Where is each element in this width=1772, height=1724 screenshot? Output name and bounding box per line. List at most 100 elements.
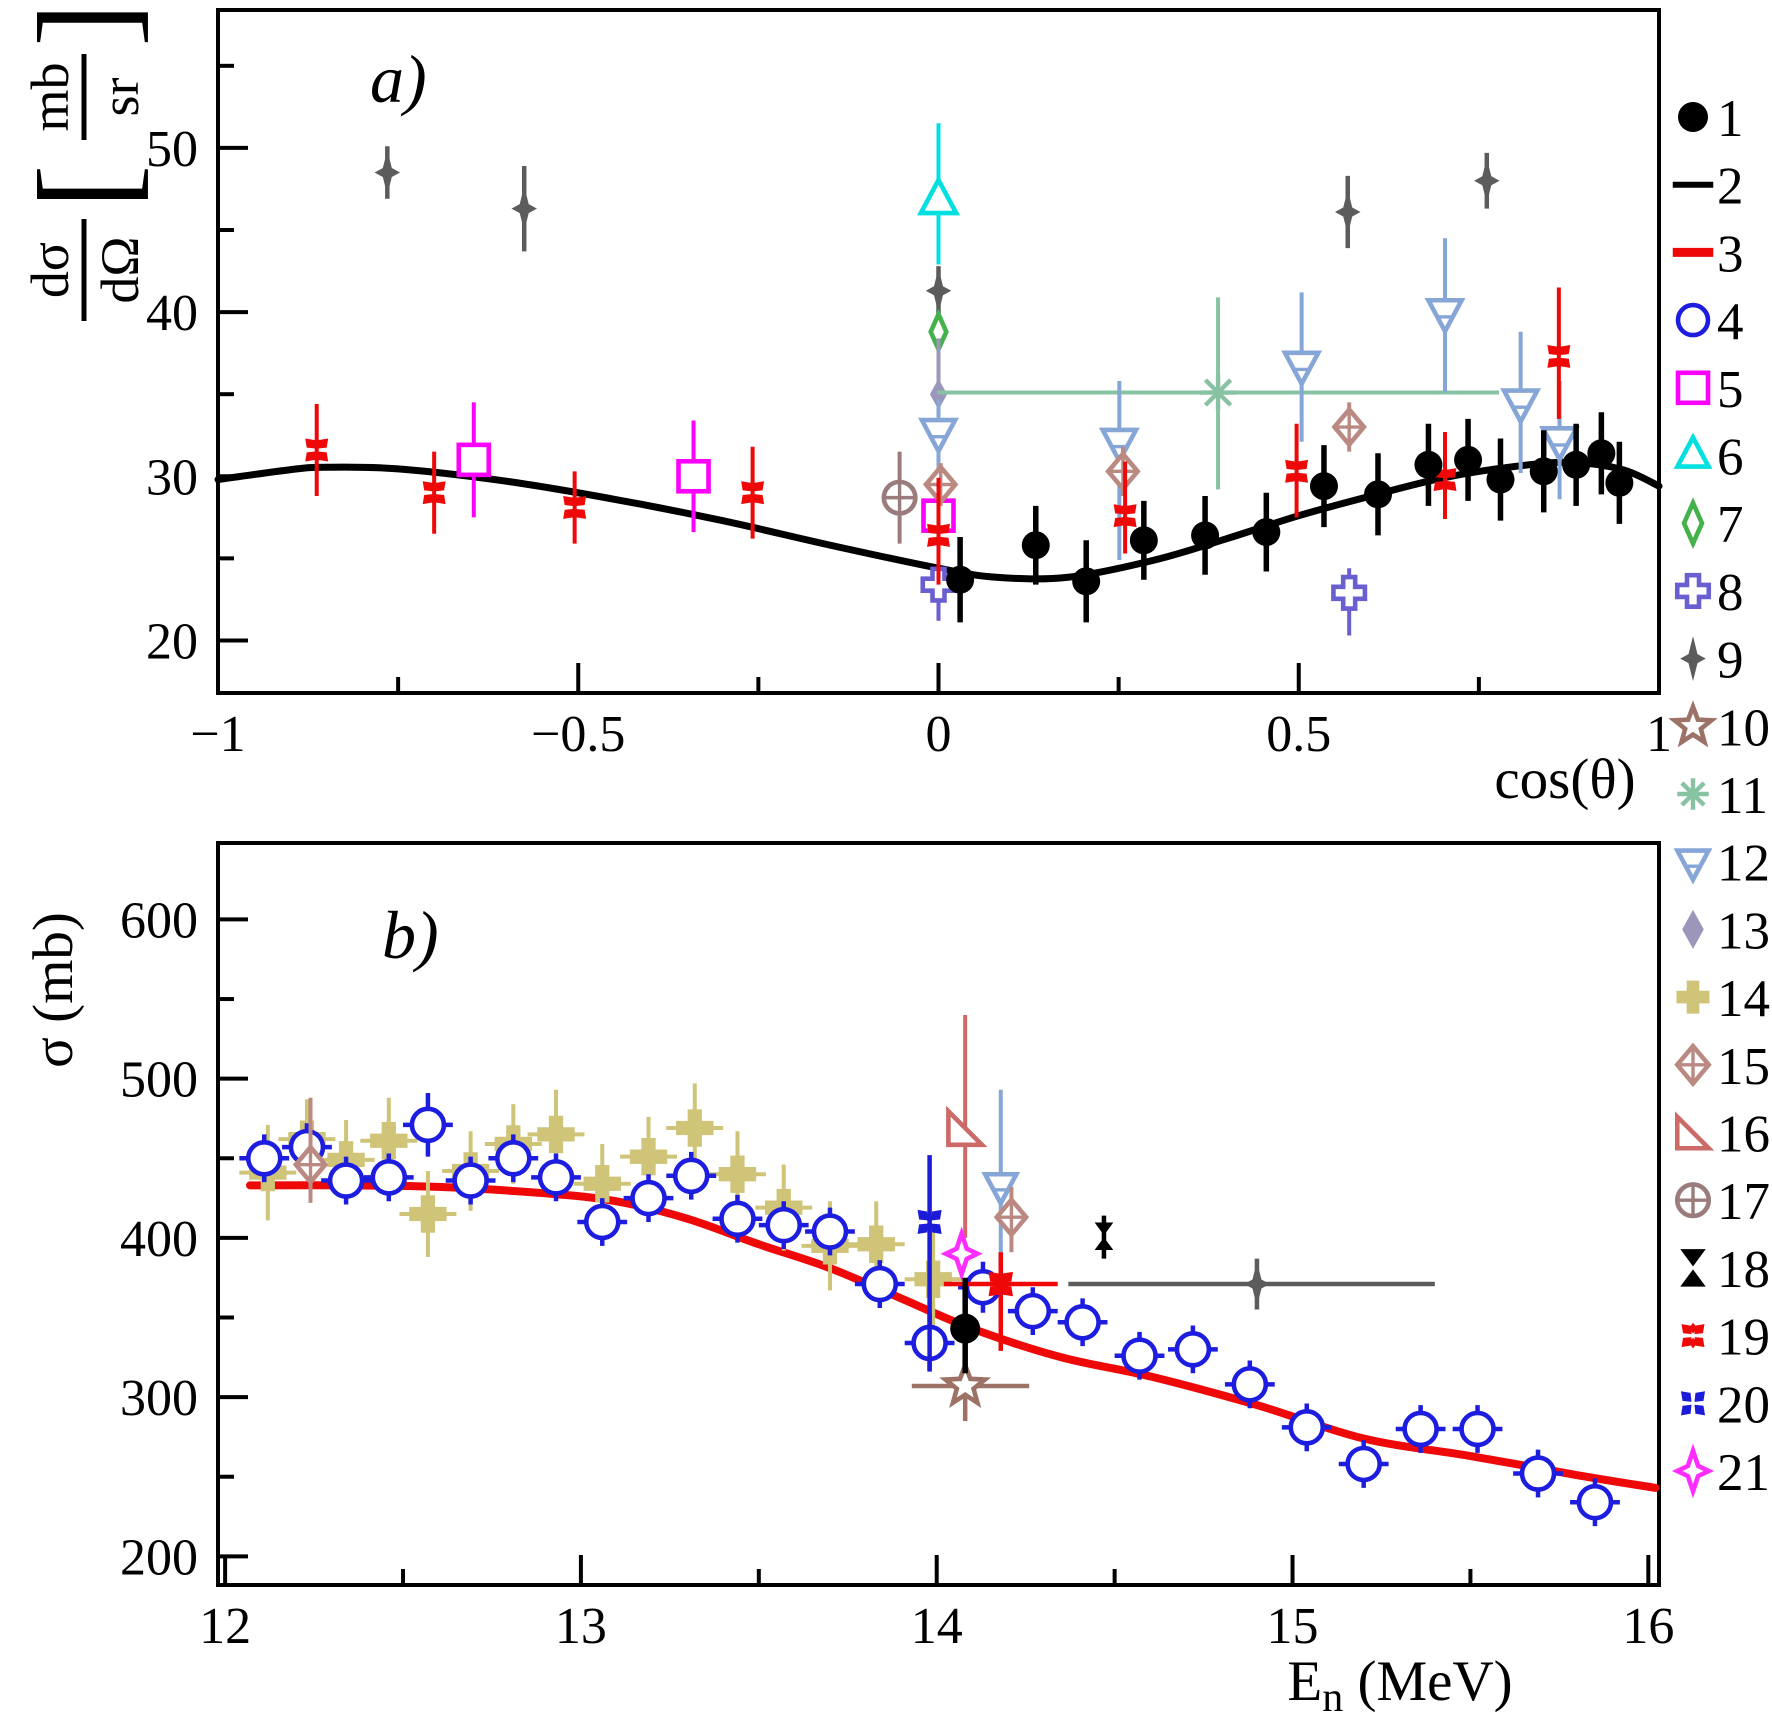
legend-marker-icon — [1673, 848, 1713, 885]
legend-entry-label: 16 — [1717, 1106, 1770, 1164]
marker-diamond-cross-open — [292, 1143, 329, 1186]
marker-triangles-ud-filled — [1094, 1222, 1114, 1251]
legend-marker-icon — [1671, 1443, 1715, 1499]
legend-marker-icon — [1676, 980, 1710, 1014]
legend-entry-7: 7 — [1681, 496, 1744, 554]
panel-a-axes: −1 −0.5 0 0.5 1 20 30 40 50 — [146, 8, 1672, 763]
marker-circle-filled — [950, 1313, 981, 1344]
marker-circle-open — [409, 1106, 447, 1144]
legend-entry-label: 1 — [1717, 90, 1744, 148]
series-20 — [917, 1155, 942, 1371]
marker-square-open — [676, 458, 711, 494]
panel-b-letter: b) — [382, 897, 439, 973]
y-tick-label: 500 — [120, 1052, 198, 1109]
marker-triangle-up-open — [916, 175, 961, 216]
series-15 — [292, 1097, 1030, 1253]
x-tick-label: −0.5 — [531, 706, 625, 763]
bracket-close: ] — [11, 2, 159, 47]
y-tick-label: 30 — [146, 449, 198, 506]
marker-circle-open — [1064, 1303, 1101, 1341]
legend-entry-16: 16 — [1674, 1106, 1770, 1164]
y-axis-label-sigma-mb: σ (mb) — [22, 912, 85, 1068]
marker-asterisk8 — [1200, 374, 1236, 411]
marker-circle-open — [719, 1200, 756, 1238]
marker-triangle-down-open — [1424, 297, 1466, 337]
x-tick-label: 12 — [199, 1598, 251, 1655]
legend-entry-label: 17 — [1717, 1173, 1770, 1231]
legend-entry-21: 21 — [1671, 1443, 1770, 1502]
x-axis-label-en-mev: En (MeV) — [1287, 1650, 1512, 1719]
legend-entry-label: 5 — [1717, 361, 1744, 419]
marker-circle-filled — [1191, 521, 1220, 550]
legend-marker-icon — [1680, 636, 1706, 682]
legend-marker-icon — [1681, 1322, 1705, 1349]
marker-circle-open — [1121, 1337, 1158, 1375]
marker-circle-open — [811, 1213, 849, 1250]
marker-asterisk-kite — [1285, 458, 1309, 485]
marker-circle-open — [452, 1162, 489, 1199]
marker-plus-fat — [370, 1122, 408, 1160]
panel-b-axes: 12 13 14 15 16 200 300 400 500 600 — [120, 841, 1674, 1655]
marker-circle-open — [1402, 1410, 1439, 1448]
legend-entry-label: 9 — [1717, 632, 1744, 690]
marker-plus-fat — [857, 1225, 895, 1263]
marker-square-open — [456, 442, 492, 478]
fit-curve-3 — [246, 1181, 1660, 1492]
svg-text:σ (mb): σ (mb) — [22, 912, 85, 1068]
legend-marker-icon — [1677, 778, 1709, 810]
marker-circle-filled — [1309, 472, 1338, 501]
legend-entry-6: 6 — [1673, 429, 1744, 487]
legend-entry-label: 18 — [1717, 1241, 1770, 1299]
marker-circle-open — [672, 1157, 710, 1195]
marker-circle-filled — [1454, 445, 1483, 474]
legend-marker-icon — [1673, 432, 1713, 469]
marker-triangle-down-open — [1098, 427, 1140, 466]
svg-text:mb: mb — [20, 62, 80, 131]
series-21 — [940, 1226, 983, 1282]
legend-entry-2: 2 — [1672, 158, 1744, 216]
legend-entry-label: 4 — [1717, 293, 1744, 351]
marker-circle-open — [583, 1203, 621, 1241]
marker-star4-filled — [925, 268, 952, 314]
legend-marker-icon — [1675, 370, 1711, 406]
legend-marker-icon — [1675, 302, 1711, 338]
marker-circle-filled — [1414, 450, 1443, 479]
marker-circle-filled — [1529, 457, 1558, 486]
legend-entry-label: 15 — [1717, 1038, 1770, 1096]
legend-entry-label: 3 — [1717, 225, 1744, 283]
panel-a-series — [214, 123, 1663, 636]
legend-entry-label: 19 — [1717, 1309, 1770, 1367]
marker-cross-open — [1331, 574, 1368, 611]
series-4 — [239, 1092, 1620, 1527]
legend-entry-label: 20 — [1717, 1376, 1770, 1434]
marker-asterisk-kite — [1113, 502, 1137, 529]
marker-circle-open — [1231, 1366, 1269, 1403]
legend-entry-10: 10 — [1668, 699, 1770, 757]
series-9 — [1068, 1258, 1435, 1310]
marker-plus-fat — [583, 1165, 621, 1203]
y-tick-label: 300 — [120, 1370, 198, 1427]
legend-entry-label: 12 — [1717, 835, 1770, 893]
marker-circle-open — [245, 1139, 283, 1177]
marker-circle-open — [495, 1139, 532, 1177]
marker-circle-plus-open — [881, 479, 918, 516]
marker-triangle-down-open — [1281, 350, 1323, 389]
marker-asterisk-kite — [927, 522, 950, 549]
y-tick-label: 20 — [146, 613, 198, 670]
marker-circle-open — [1174, 1331, 1212, 1368]
marker-asterisk-kite — [422, 479, 446, 506]
marker-pinwheel4 — [917, 1209, 942, 1234]
marker-circle-filled — [1605, 468, 1634, 497]
legend-entry-12: 12 — [1673, 835, 1770, 893]
marker-circle-open — [1014, 1292, 1052, 1330]
marker-plus-fat — [676, 1109, 714, 1147]
legend-marker-icon — [1681, 497, 1705, 550]
marker-star4-filled — [374, 150, 401, 196]
marker-diamond-cross-open — [993, 1196, 1030, 1239]
x-tick-label: 16 — [1622, 1598, 1674, 1655]
marker-circle-filled — [1129, 526, 1158, 555]
marker-asterisk-kite — [741, 479, 765, 506]
legend-entry-label: 8 — [1717, 564, 1744, 622]
marker-star4-filled — [1244, 1261, 1270, 1307]
legend-marker-icon — [1682, 909, 1704, 949]
